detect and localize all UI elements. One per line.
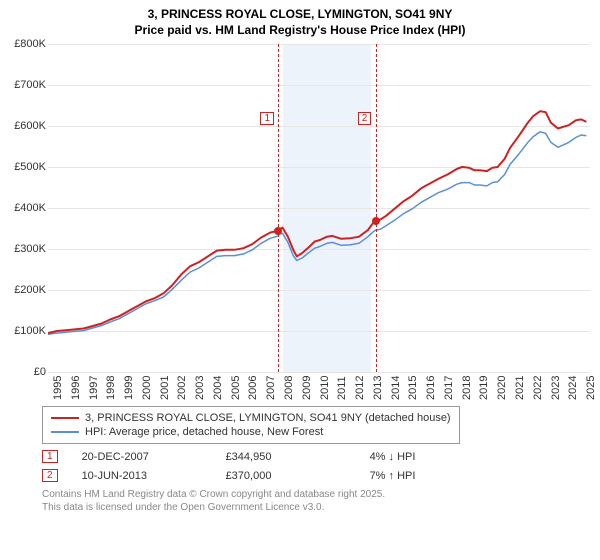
- y-gridline: [48, 372, 590, 373]
- hpi-line: [48, 132, 586, 335]
- y-axis-label: £500K: [6, 161, 46, 173]
- sale-delta: 7% ↑ HPI: [370, 470, 490, 482]
- sale-badge: 1: [42, 450, 58, 463]
- sale-date: 10-JUN-2013: [82, 470, 202, 482]
- y-axis-label: £200K: [6, 284, 46, 296]
- legend-swatch-main: [51, 417, 79, 419]
- sale-badge: 2: [42, 469, 58, 482]
- legend-swatch-hpi: [51, 431, 79, 433]
- sale-event-dot: [274, 227, 282, 235]
- sale-row: 1 20-DEC-2007 £344,950 4% ↓ HPI: [42, 450, 584, 463]
- sale-event-badge: 1: [260, 112, 274, 125]
- sale-event-dot: [372, 217, 380, 225]
- attribution-line2: This data is licensed under the Open Gov…: [42, 501, 600, 514]
- attribution-line1: Contains HM Land Registry data © Crown c…: [42, 488, 600, 501]
- y-axis-label: £300K: [6, 243, 46, 255]
- legend-box: 3, PRINCESS ROYAL CLOSE, LYMINGTON, SO41…: [42, 406, 460, 444]
- chart-title: 3, PRINCESS ROYAL CLOSE, LYMINGTON, SO41…: [0, 0, 600, 40]
- y-axis-label: £400K: [6, 202, 46, 214]
- sale-event-line: [278, 44, 279, 372]
- legend-zone: 3, PRINCESS ROYAL CLOSE, LYMINGTON, SO41…: [42, 406, 584, 482]
- y-axis-label: £600K: [6, 120, 46, 132]
- y-axis-label: £100K: [6, 325, 46, 337]
- sale-date: 20-DEC-2007: [82, 451, 202, 463]
- attribution: Contains HM Land Registry data © Crown c…: [42, 488, 600, 514]
- line-chart-svg: [48, 44, 590, 372]
- sale-row: 2 10-JUN-2013 £370,000 7% ↑ HPI: [42, 469, 584, 482]
- legend-label-hpi: HPI: Average price, detached house, New …: [85, 426, 323, 438]
- sale-price: £344,950: [226, 451, 346, 463]
- title-line2: Price paid vs. HM Land Registry's House …: [0, 22, 600, 38]
- y-axis-label: £700K: [6, 79, 46, 91]
- sale-event-line: [376, 44, 377, 372]
- legend-row-main: 3, PRINCESS ROYAL CLOSE, LYMINGTON, SO41…: [51, 411, 451, 425]
- title-line1: 3, PRINCESS ROYAL CLOSE, LYMINGTON, SO41…: [0, 6, 600, 22]
- sale-price: £370,000: [226, 470, 346, 482]
- y-axis-label: £800K: [6, 38, 46, 50]
- legend-label-main: 3, PRINCESS ROYAL CLOSE, LYMINGTON, SO41…: [85, 412, 451, 424]
- sale-delta: 4% ↓ HPI: [370, 451, 490, 463]
- price-paid-line: [48, 112, 586, 334]
- chart-area: £0 £100K £200K £300K £400K £500K £600K £700K £80…: [6, 40, 596, 400]
- y-axis-label: £0: [6, 366, 46, 378]
- sale-event-badge: 2: [358, 112, 372, 125]
- legend-row-hpi: HPI: Average price, detached house, New …: [51, 425, 451, 439]
